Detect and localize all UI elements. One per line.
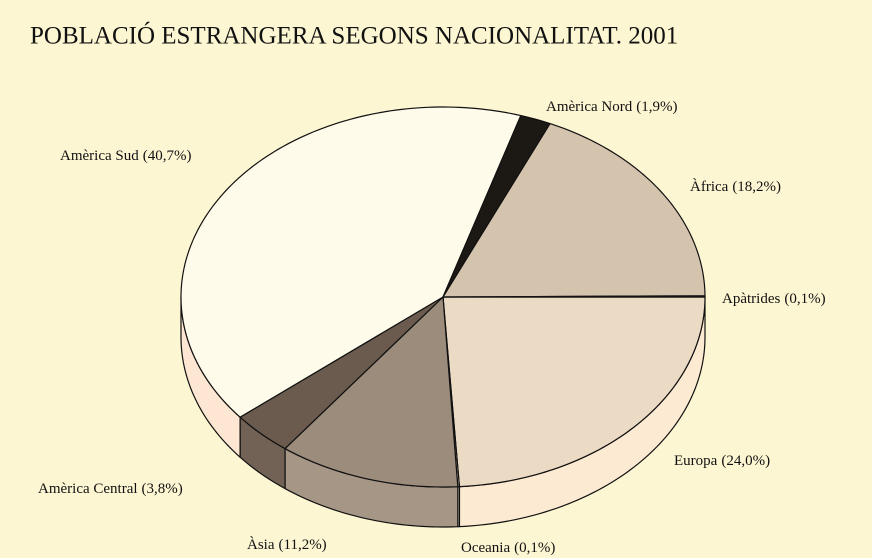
slice — [442, 295, 706, 298]
slice-label-name: Amèrica Nord — [546, 99, 633, 115]
slice-label-value: (0,1%) — [514, 540, 555, 556]
slice-label-value: (18,2%) — [732, 179, 781, 195]
slice — [442, 296, 706, 488]
slice-label: Apàtrides (0,1%) — [722, 291, 826, 307]
slice-label: Àfrica (18,2%) — [690, 178, 781, 195]
slice — [180, 106, 522, 418]
slice-label-name: Amèrica Central — [38, 481, 138, 497]
slice-label-name: Europa — [674, 453, 718, 469]
slice-label-value: (3,8%) — [142, 481, 183, 497]
slice-label-name: Apàtrides — [722, 291, 780, 307]
slice-label: Àsia (11,2%) — [247, 536, 327, 553]
slice — [284, 296, 459, 488]
slice-label-value: (1,9%) — [636, 99, 677, 115]
slice-label: Amèrica Nord (1,9%) — [546, 99, 677, 115]
slice — [442, 122, 706, 298]
slice-label-value: (24,0%) — [721, 453, 770, 469]
slice-label-name: Oceania — [461, 540, 510, 556]
slice-label: Oceania (0,1%) — [461, 540, 555, 556]
slice-label-value: (0,1%) — [784, 291, 825, 307]
slice — [239, 296, 444, 450]
slice — [442, 114, 551, 298]
slice-label-name: Àfrica — [690, 178, 729, 195]
chart-title: POBLACIÓ ESTRANGERA SEGONS NACIONALITAT.… — [30, 22, 678, 50]
slice-label: Europa (24,0%) — [674, 453, 770, 469]
slice-label-value: (40,7%) — [143, 148, 192, 164]
slice-label: Amèrica Central (3,8%) — [38, 481, 183, 497]
slice-label-name: Àsia — [247, 536, 275, 553]
slice-label-name: Amèrica Sud — [60, 148, 139, 164]
slice-label-value: (11,2%) — [279, 537, 327, 553]
slice-label: Amèrica Sud (40,7%) — [60, 148, 191, 164]
